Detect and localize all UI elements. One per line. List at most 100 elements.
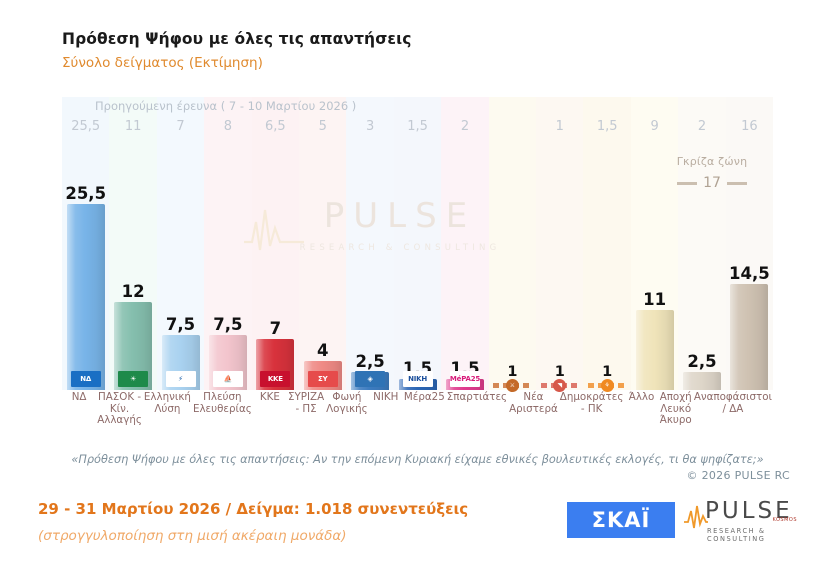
- bar-gloss: [66, 204, 105, 390]
- nd-logo: ΝΔ: [70, 371, 101, 387]
- dimokrates-logo: ⚘: [600, 379, 614, 392]
- bar-value-label: 1: [507, 363, 518, 380]
- bar-value-label: 2,5: [687, 351, 717, 371]
- bar-value-label: 1: [554, 363, 565, 380]
- bar-group: 7,5 ⛵: [204, 97, 251, 390]
- bar-value-label: 4: [316, 340, 329, 360]
- bar-gloss: [635, 310, 674, 390]
- nea-aristera-logo: ◥: [553, 379, 567, 392]
- bar-value-label: 1: [602, 363, 613, 380]
- syriza-logo: ΣΥ: [307, 371, 338, 387]
- bar: ΣΥ: [303, 361, 342, 390]
- bar: [635, 310, 674, 390]
- x-axis-label: Σπαρτιάτες: [446, 391, 508, 403]
- bar: MéPA25: [445, 371, 484, 390]
- x-axis-label: Δημοκράτες - ΠΚ: [559, 391, 624, 415]
- page-title: Πρόθεση Ψήφου με όλες τις απαντήσεις: [62, 30, 412, 48]
- bar-group: 1 ◥: [536, 97, 583, 392]
- chart-column: 7 ΚΚΕ: [251, 97, 300, 390]
- bar-group: 4 ΣΥ: [299, 97, 346, 390]
- bar-group: 11: [631, 97, 678, 390]
- page-subtitle: Σύνολο δείγματος (Εκτίμηση): [62, 55, 263, 71]
- bar: ΝΔ: [66, 204, 105, 390]
- x-axis-label: Νέα Αριστερά: [509, 391, 558, 415]
- chart-column: 1 ⚘: [583, 97, 631, 392]
- chart-column: 7,5 ⚡: [156, 97, 205, 390]
- x-axis-label: ΚΚΕ: [259, 391, 280, 403]
- bar: ⛵: [208, 335, 247, 390]
- bar-group: 2,5: [678, 97, 725, 390]
- bar-group: 1 ⚘: [583, 97, 630, 392]
- bar-value-label: 14,5: [729, 263, 770, 283]
- bar-group: 1,5 MéPA25: [441, 97, 488, 390]
- bar-group: 7,5 ⚡: [157, 97, 204, 390]
- bar-value-label: 7,5: [165, 314, 196, 334]
- bar: ⚡: [161, 335, 200, 390]
- bar-value-label: 7: [269, 318, 282, 338]
- chart-column: 12 ☀: [109, 97, 157, 390]
- bar-value-label: 25,5: [65, 183, 107, 203]
- chart-columns: 25,5 ΝΔ 12 ☀ 7,5 ⚡ 7,5 ⛵ 7 ΚΚΕ 4 ΣΥ 2,5 ◈ 1,5 NIKH 1,5 Mé…: [62, 97, 774, 392]
- bar-group: 14,5: [726, 97, 773, 390]
- bar-gloss: [730, 284, 769, 390]
- bar-gloss: [682, 372, 721, 390]
- mera25-logo: MéPA25: [449, 371, 480, 387]
- chart-column: 1 ◥: [536, 97, 584, 392]
- x-axis-label: ΣΥΡΙΖΑ - ΠΣ: [288, 391, 325, 415]
- x-axis-label: Αναποφάσιστοι / ΔΑ: [693, 391, 772, 415]
- bar-value-label: 7,5: [213, 314, 243, 334]
- bar: ◈: [351, 371, 390, 390]
- chart-column: 2,5: [678, 97, 726, 390]
- bar: ΚΚΕ: [256, 339, 295, 390]
- bar: ⚔: [493, 379, 532, 392]
- pasok-logo: ☀: [118, 371, 149, 387]
- bar-group: 2,5 ◈: [346, 97, 393, 390]
- x-axis-label: ΝΙΚΗ: [373, 391, 399, 403]
- bar: [682, 372, 721, 390]
- bar-group: 7 ΚΚΕ: [252, 97, 299, 390]
- bar: ☀: [114, 302, 153, 390]
- x-axis-label: Μέρα25: [403, 391, 445, 403]
- rounding-note: (στρογγυλοποίηση στη μισή ακέραιη μονάδα…: [38, 528, 347, 544]
- elliniki-lysi-logo: ⚡: [165, 371, 196, 387]
- pulse-logo-kosmos: KOSMOS: [772, 517, 797, 523]
- kke-logo: ΚΚΕ: [260, 371, 291, 387]
- x-axis-labels: ΝΔ ΠΑΣΟΚ - Κίν. Αλλαγής Ελληνική Λύση Πλεύσ…: [62, 391, 773, 427]
- x-axis-label: ΠΑΣΟΚ - Κίν. Αλλαγής: [97, 391, 142, 427]
- bar: [730, 284, 769, 390]
- niki-logo: NIKH: [402, 371, 433, 387]
- chart-column: 1,5 NIKH: [393, 97, 442, 390]
- pulse-logo-text: PULSE: [705, 498, 793, 524]
- bar: ⚘: [588, 379, 627, 392]
- chart-header: Πρόθεση Ψήφου με όλες τις απαντήσεις Σύν…: [62, 30, 412, 71]
- bar-group: 1 ⚔: [489, 97, 536, 392]
- survey-date-sample: 29 - 31 Μαρτίου 2026 / Δείγμα: 1.018 συν…: [38, 500, 469, 518]
- plefsi-eleftherias-logo: ⛵: [212, 371, 243, 387]
- pulse-logo-subtext: RESEARCH & CONSULTING: [707, 527, 766, 543]
- bar-chart: 25,5 ΝΔ 12 ☀ 7,5 ⚡ 7,5 ⛵ 7 ΚΚΕ 4 ΣΥ 2,5 ◈ 1,5 NIKH 1,5 Mé…: [62, 97, 774, 392]
- question-note: «Πρόθεση Ψήφου με όλες τις απαντήσεις: Α…: [71, 453, 764, 466]
- chart-column: 2,5 ◈: [346, 97, 394, 390]
- chart-column: 14,5: [725, 97, 774, 390]
- bar-group: 12 ☀: [109, 97, 156, 390]
- x-axis-label: Φωνή Λογικής: [326, 391, 368, 415]
- chart-column: 7,5 ⛵: [204, 97, 252, 390]
- bar: ◥: [540, 379, 579, 392]
- bar: NIKH: [398, 371, 437, 390]
- x-axis-label: ΝΔ: [71, 391, 87, 403]
- x-axis-label: Πλεύση Ελευθερίας: [192, 391, 252, 415]
- x-axis-label: Άλλο: [628, 391, 655, 403]
- chart-column: 1,5 MéPA25: [441, 97, 489, 390]
- x-axis-label: Αποχή Λευκό Άκυρο: [659, 391, 692, 427]
- bar-group: 1,5 NIKH: [394, 97, 441, 390]
- foni-logikis-logo: ◈: [355, 371, 386, 387]
- x-axis-label: Ελληνική Λύση: [143, 391, 191, 415]
- copyright-note: © 2026 PULSE RC: [686, 469, 790, 482]
- chart-column: 1 ⚔: [488, 97, 537, 392]
- bar-group: 25,5 ΝΔ: [62, 97, 109, 390]
- pulse-logo: PULSE KOSMOS RESEARCH & CONSULTING: [683, 498, 803, 543]
- bar-value-label: 12: [121, 281, 145, 301]
- pulse-logo-wave-icon: [684, 505, 708, 529]
- skai-logo: ΣΚΑΪ: [567, 502, 675, 538]
